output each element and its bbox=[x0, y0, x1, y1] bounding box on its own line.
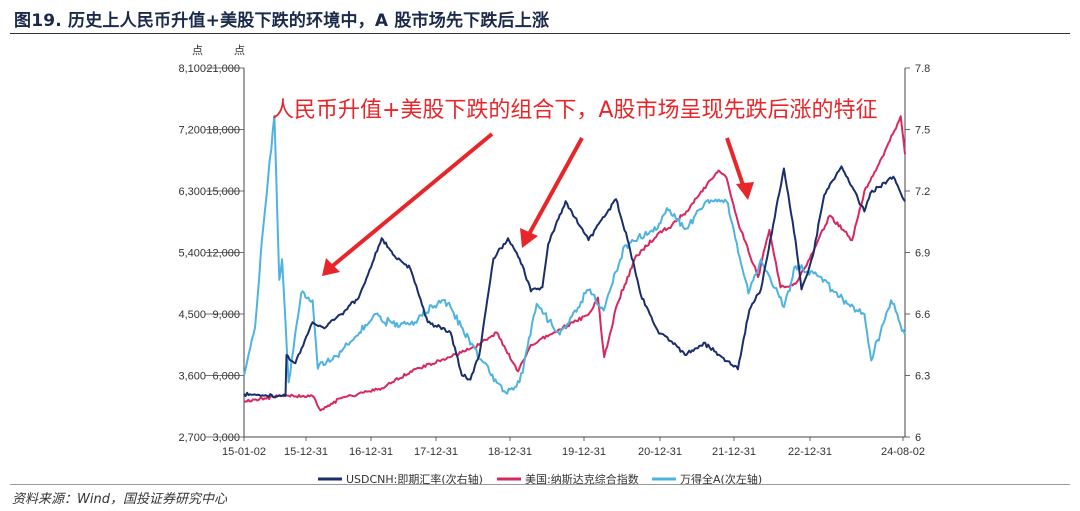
y-right-tick-label: 6 bbox=[915, 432, 921, 444]
y-right-tick-label: 7.2 bbox=[915, 186, 930, 198]
x-tick-label: 15-12-31 bbox=[284, 446, 328, 458]
tick-labels: 8,100 21,000 7.8 7,200 18,000 7.5 6,300 15,000 7… bbox=[178, 63, 930, 458]
x-tick-label: 17-12-31 bbox=[414, 446, 458, 458]
y-left-outer-tick-label: 6,300 bbox=[178, 186, 206, 198]
y-left-outer-tick-label: 7,200 bbox=[178, 125, 206, 137]
y-left-tick-label: 3,000 bbox=[212, 432, 240, 444]
y-left-outer-tick-label: 5,400 bbox=[178, 248, 206, 260]
x-tick-label: 24-08-02 bbox=[881, 446, 925, 458]
source-rule bbox=[10, 484, 1070, 485]
legend-label-nasdaq: 美国:纳斯达克综合指数 bbox=[525, 472, 639, 484]
y-left-tick-label: 6,000 bbox=[212, 371, 240, 383]
arrow-2-head bbox=[520, 228, 538, 248]
y-left-tick-label: 15,000 bbox=[206, 186, 240, 198]
y-left-outer-tick-label: 3,600 bbox=[178, 371, 206, 383]
y-right-tick-label: 6.3 bbox=[915, 371, 930, 383]
arrow-1-shaft bbox=[328, 132, 494, 270]
y-right-tick-label: 7.5 bbox=[915, 125, 930, 137]
legend-label-usdcnh: USDCNH:即期汇率(次右轴) bbox=[346, 472, 483, 484]
arrow-3-head bbox=[736, 182, 754, 200]
arrow-3-shaft bbox=[725, 137, 746, 189]
legend-label-wind-a: 万得全A(次左轴) bbox=[680, 472, 762, 484]
left-unit: 点 bbox=[234, 44, 245, 57]
legend: USDCNH:即期汇率(次右轴) 美国:纳斯达克综合指数 万得全A(次左轴) bbox=[318, 472, 762, 484]
x-tick-label: 15-01-02 bbox=[222, 446, 266, 458]
annotation-text: 人民币升值+美股下跌的组合下，A股市场呈现先跌后涨的特征 bbox=[272, 98, 878, 123]
arrow-2-shaft bbox=[526, 137, 584, 237]
series-line-nasdaq bbox=[243, 115, 906, 412]
annotation-arrows bbox=[322, 132, 754, 276]
source-note: 资料来源：Wind，国投证券研究中心 bbox=[12, 492, 227, 507]
y-left-tick-label: 21,000 bbox=[206, 63, 240, 75]
arrow-1-head bbox=[322, 258, 340, 276]
chart-axes bbox=[243, 68, 906, 438]
x-tick-label: 22-12-31 bbox=[788, 446, 832, 458]
left-outer-unit: 点 bbox=[192, 44, 203, 57]
series-line-wind-a bbox=[243, 114, 906, 395]
series-line-usdcnh bbox=[243, 165, 906, 399]
x-tick-label: 16-12-31 bbox=[349, 446, 393, 458]
y-left-outer-tick-label: 4,500 bbox=[178, 309, 206, 321]
y-left-tick-label: 9,000 bbox=[212, 309, 240, 321]
y-left-outer-tick-label: 8,100 bbox=[178, 63, 206, 75]
y-right-tick-label: 6.6 bbox=[915, 309, 930, 321]
y-right-tick-label: 6.9 bbox=[915, 248, 930, 260]
y-right-tick-label: 7.8 bbox=[915, 63, 930, 75]
series-lines bbox=[243, 114, 906, 412]
y-left-outer-tick-label: 2,700 bbox=[178, 432, 206, 444]
y-left-tick-label: 18,000 bbox=[206, 125, 240, 137]
x-tick-label: 21-12-31 bbox=[712, 446, 756, 458]
x-tick-label: 18-12-31 bbox=[488, 446, 532, 458]
y-left-tick-label: 12,000 bbox=[206, 248, 240, 260]
title-rule bbox=[10, 33, 1070, 34]
x-tick-label: 19-12-31 bbox=[562, 446, 606, 458]
x-tick-label: 20-12-31 bbox=[638, 446, 682, 458]
figure-title: 图19. 历史上人民币升值+美股下跌的环境中，A 股市场先下跌后上涨 bbox=[14, 11, 550, 31]
chart: 点 点 8,100 21,000 7.8 7,200 18,000 7.5 6,300 15,… bbox=[178, 44, 930, 484]
